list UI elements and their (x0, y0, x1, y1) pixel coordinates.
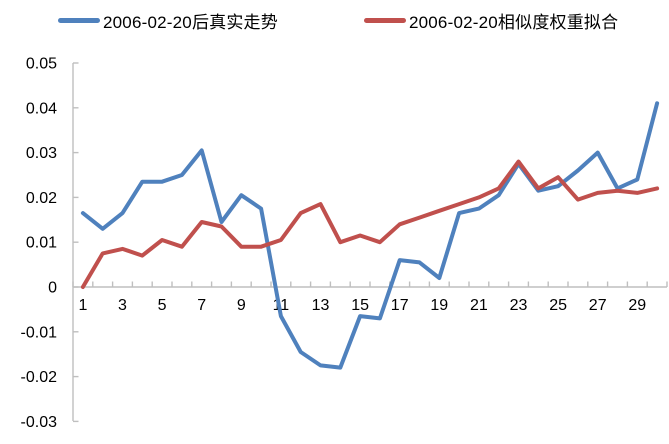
legend-item-fit: 2006-02-20相似度权重拟合 (363, 8, 619, 33)
y-tick-label: 0.02 (26, 190, 57, 207)
x-tick-label: 27 (589, 297, 607, 314)
series-line-fit (80, 159, 660, 289)
y-tick-label: -0.02 (21, 369, 58, 386)
y-tick-label: -0.01 (21, 324, 58, 341)
x-tick-label: 9 (237, 297, 246, 314)
x-tick-label: 25 (549, 297, 567, 314)
x-tick-label: 3 (118, 297, 127, 314)
legend-swatch-fit-icon (363, 18, 406, 23)
y-tick-label: 0.01 (26, 235, 57, 252)
x-tick-label: 13 (312, 297, 330, 314)
y-tick-label: 0 (48, 280, 57, 297)
x-tick-label: 21 (470, 297, 488, 314)
y-tick-label: 0.03 (26, 145, 57, 162)
x-tick-label: 17 (391, 297, 409, 314)
x-tick-label: 5 (158, 297, 167, 314)
series-line-real (80, 101, 660, 370)
x-tick-label: 29 (628, 297, 646, 314)
x-tick-label: 7 (197, 297, 206, 314)
x-tick-label: 15 (351, 297, 369, 314)
legend-label-fit: 2006-02-20相似度权重拟合 (408, 13, 619, 32)
x-tick-label: 23 (510, 297, 528, 314)
x-tick-label: 1 (78, 297, 87, 314)
y-tick-label: 0.04 (26, 100, 57, 117)
legend-item-real: 2006-02-20后真实走势 (58, 8, 278, 33)
x-tick-label: 19 (430, 297, 448, 314)
legend: 2006-02-20后真实走势 2006-02-20相似度权重拟合 (58, 8, 618, 33)
legend-swatch-real-icon (58, 18, 100, 23)
y-tick-label: -0.03 (21, 414, 58, 431)
y-tick-label: 0.05 (26, 56, 57, 73)
legend-label-real: 2006-02-20后真实走势 (103, 13, 278, 32)
